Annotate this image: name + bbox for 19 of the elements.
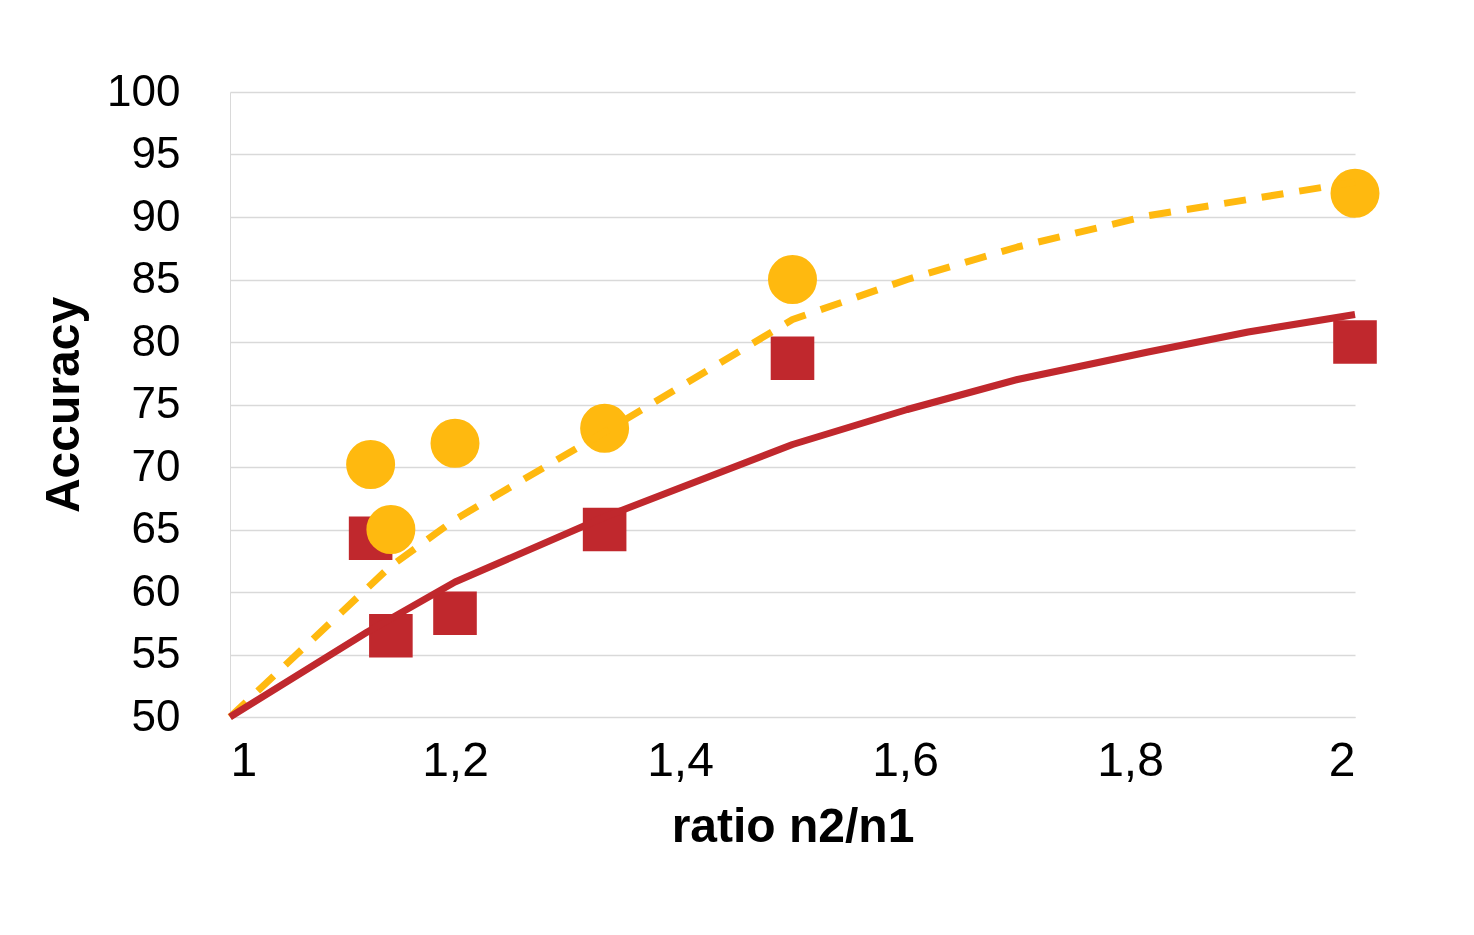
x-tick-label: 1,2 (422, 732, 489, 786)
y-tick-label: 95 (131, 128, 181, 177)
y-tick-label: 75 (131, 378, 181, 427)
y-tick-label: 90 (131, 190, 181, 240)
x-axis-title: ratio n2/n1 (671, 798, 915, 852)
x-tick-label: 1,6 (872, 732, 939, 786)
x-tick-label: 1,4 (647, 732, 714, 786)
y-tick-label: 100 (107, 65, 181, 115)
y-tick-label: 55 (131, 628, 181, 677)
y-axis-title: Accuracy (36, 296, 90, 514)
x-tick-label: 1,8 (1097, 732, 1164, 786)
y-tick-label: 60 (131, 565, 181, 615)
x-tick-label: 2 (1328, 732, 1356, 786)
y-tick-label: 80 (131, 315, 181, 365)
y-tick-label: 70 (131, 440, 181, 490)
y-tick-label: 50 (131, 690, 181, 740)
x-tick-label: 1 (230, 732, 258, 786)
y-tick-label: 65 (131, 503, 181, 552)
y-tick-label: 85 (131, 253, 181, 302)
